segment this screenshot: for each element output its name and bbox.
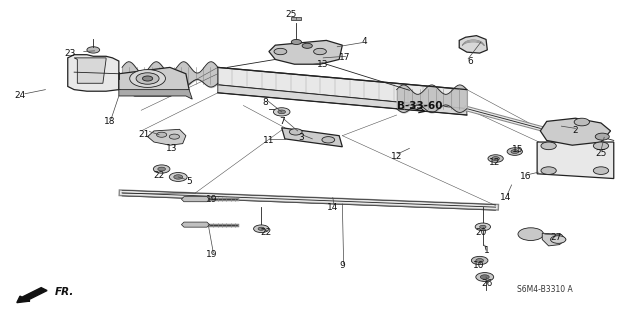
Text: 12: 12 <box>489 158 500 167</box>
Text: 20: 20 <box>476 228 486 237</box>
Circle shape <box>87 47 100 53</box>
Circle shape <box>507 148 522 155</box>
Text: S6M4-B3310 A: S6M4-B3310 A <box>516 285 572 294</box>
Text: 16: 16 <box>520 173 531 182</box>
Circle shape <box>479 225 486 228</box>
Circle shape <box>278 110 285 114</box>
Polygon shape <box>119 90 192 99</box>
Text: 10: 10 <box>472 261 484 271</box>
Polygon shape <box>537 142 614 179</box>
Circle shape <box>550 236 566 243</box>
Polygon shape <box>119 67 189 96</box>
Text: 13: 13 <box>166 144 177 153</box>
Text: 14: 14 <box>327 203 339 211</box>
Text: 5: 5 <box>186 177 192 186</box>
Text: 14: 14 <box>499 193 511 202</box>
Text: 4: 4 <box>362 38 367 47</box>
Text: 18: 18 <box>104 117 115 126</box>
Circle shape <box>158 167 166 171</box>
Text: 15: 15 <box>512 145 524 154</box>
Circle shape <box>488 155 503 162</box>
Text: 6: 6 <box>467 56 473 65</box>
Circle shape <box>170 134 179 139</box>
Text: FR.: FR. <box>55 287 74 297</box>
Circle shape <box>302 43 312 48</box>
Circle shape <box>130 70 166 87</box>
Text: 24: 24 <box>14 92 26 100</box>
Circle shape <box>595 133 609 140</box>
Text: 19: 19 <box>205 195 217 204</box>
Circle shape <box>476 272 493 281</box>
Text: 12: 12 <box>391 152 403 161</box>
Polygon shape <box>218 85 467 115</box>
Circle shape <box>274 48 287 55</box>
Polygon shape <box>542 233 566 246</box>
Polygon shape <box>74 58 106 83</box>
Text: 1: 1 <box>484 246 490 255</box>
Circle shape <box>593 167 609 174</box>
FancyArrow shape <box>17 288 47 303</box>
Circle shape <box>471 256 488 265</box>
Text: 19: 19 <box>205 250 217 259</box>
Polygon shape <box>68 55 119 91</box>
Circle shape <box>511 150 518 153</box>
Circle shape <box>173 175 182 179</box>
Polygon shape <box>218 67 467 109</box>
Circle shape <box>476 259 483 263</box>
Polygon shape <box>282 128 342 147</box>
Text: 11: 11 <box>263 136 275 145</box>
Text: 2: 2 <box>573 126 579 135</box>
Polygon shape <box>269 41 342 64</box>
Circle shape <box>541 167 556 174</box>
Circle shape <box>322 137 335 143</box>
Polygon shape <box>181 197 209 202</box>
Circle shape <box>314 48 326 55</box>
Polygon shape <box>291 17 301 20</box>
Text: 7: 7 <box>279 117 285 126</box>
Circle shape <box>136 73 159 84</box>
Text: 9: 9 <box>339 261 345 271</box>
Circle shape <box>253 225 269 233</box>
Text: 25: 25 <box>285 11 297 19</box>
Text: 13: 13 <box>317 60 329 69</box>
Circle shape <box>480 275 489 279</box>
Circle shape <box>291 40 301 45</box>
Text: 17: 17 <box>339 53 350 62</box>
Circle shape <box>289 129 302 135</box>
Circle shape <box>541 142 556 150</box>
Polygon shape <box>540 118 611 145</box>
Text: 26: 26 <box>482 279 493 288</box>
Circle shape <box>157 132 167 137</box>
Text: 21: 21 <box>139 130 150 138</box>
Circle shape <box>492 157 499 160</box>
Circle shape <box>154 165 170 173</box>
Text: 3: 3 <box>298 133 304 142</box>
Polygon shape <box>460 36 487 53</box>
Polygon shape <box>181 222 209 227</box>
Circle shape <box>518 228 543 241</box>
Circle shape <box>574 118 589 126</box>
Text: 25: 25 <box>595 149 607 158</box>
Polygon shape <box>148 129 186 145</box>
Text: 22: 22 <box>154 171 164 180</box>
Circle shape <box>593 142 609 150</box>
Circle shape <box>273 108 290 116</box>
Circle shape <box>258 227 264 230</box>
Circle shape <box>475 223 490 231</box>
Text: 27: 27 <box>550 233 562 242</box>
Text: 8: 8 <box>263 98 269 107</box>
Text: B-33-60: B-33-60 <box>397 100 442 110</box>
Circle shape <box>143 76 153 81</box>
Circle shape <box>170 173 187 182</box>
Text: 23: 23 <box>64 48 76 58</box>
Text: 22: 22 <box>260 228 271 237</box>
